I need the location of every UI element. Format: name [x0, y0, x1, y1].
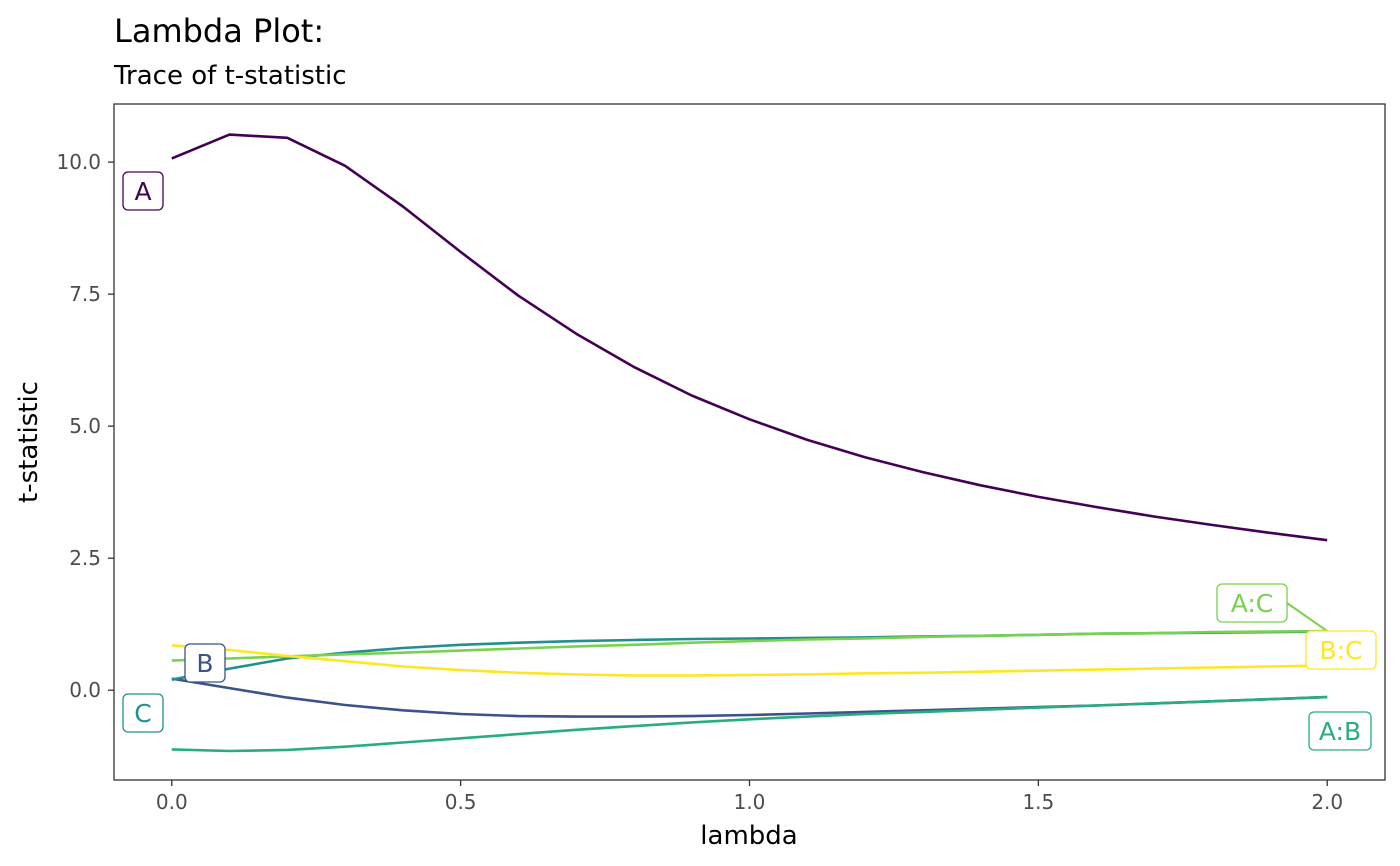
y-tick-label: 7.5 — [69, 282, 101, 306]
y-tick-label: 2.5 — [69, 546, 101, 570]
label-box-c — [122, 693, 164, 733]
x-tick-label: 0.0 — [156, 790, 188, 814]
x-tick-label: 1.0 — [734, 790, 766, 814]
chart-subtitle: Trace of t-statistic — [113, 61, 347, 91]
y-axis-title: t-statistic — [14, 381, 44, 503]
series-line-a-b — [171, 695, 1328, 753]
label-leader-a-c — [1286, 602, 1328, 632]
series-label-b: B — [196, 649, 213, 678]
series-label-a-b: A:B — [1319, 717, 1361, 746]
label-box-a-b — [1308, 711, 1372, 751]
chart-title: Lambda Plot: — [114, 12, 324, 50]
y-tick-label: 10.0 — [56, 150, 101, 174]
y-tick-label: 5.0 — [69, 414, 101, 438]
x-tick-label: 2.0 — [1311, 790, 1343, 814]
label-box-b-c — [1305, 630, 1377, 670]
series-line-a — [171, 133, 1328, 542]
label-box-a-c — [1216, 583, 1288, 623]
panel-border — [113, 103, 1386, 781]
x-tick-label: 1.5 — [1022, 790, 1054, 814]
y-tick-label: 0.0 — [69, 678, 101, 702]
series-lines — [171, 133, 1328, 753]
series-label-a-c: A:C — [1231, 589, 1274, 618]
series-labels: A B C A:B A:C B:C — [122, 171, 1377, 751]
x-tick-label: 0.5 — [445, 790, 477, 814]
series-line-b-c — [171, 644, 1328, 677]
series-line-a-c — [171, 629, 1328, 662]
label-box-b — [184, 643, 226, 683]
series-label-c: C — [134, 699, 151, 728]
series-label-b-c: B:C — [1319, 636, 1362, 665]
plot-panel — [113, 103, 1386, 781]
x-axis-title: lambda — [700, 821, 797, 851]
series-label-a: A — [134, 177, 151, 206]
axes: 0.0 0.5 1.0 1.5 2.0 0.0 2.5 5.0 7.5 10.0 — [56, 150, 1343, 814]
label-box-a — [122, 171, 164, 211]
